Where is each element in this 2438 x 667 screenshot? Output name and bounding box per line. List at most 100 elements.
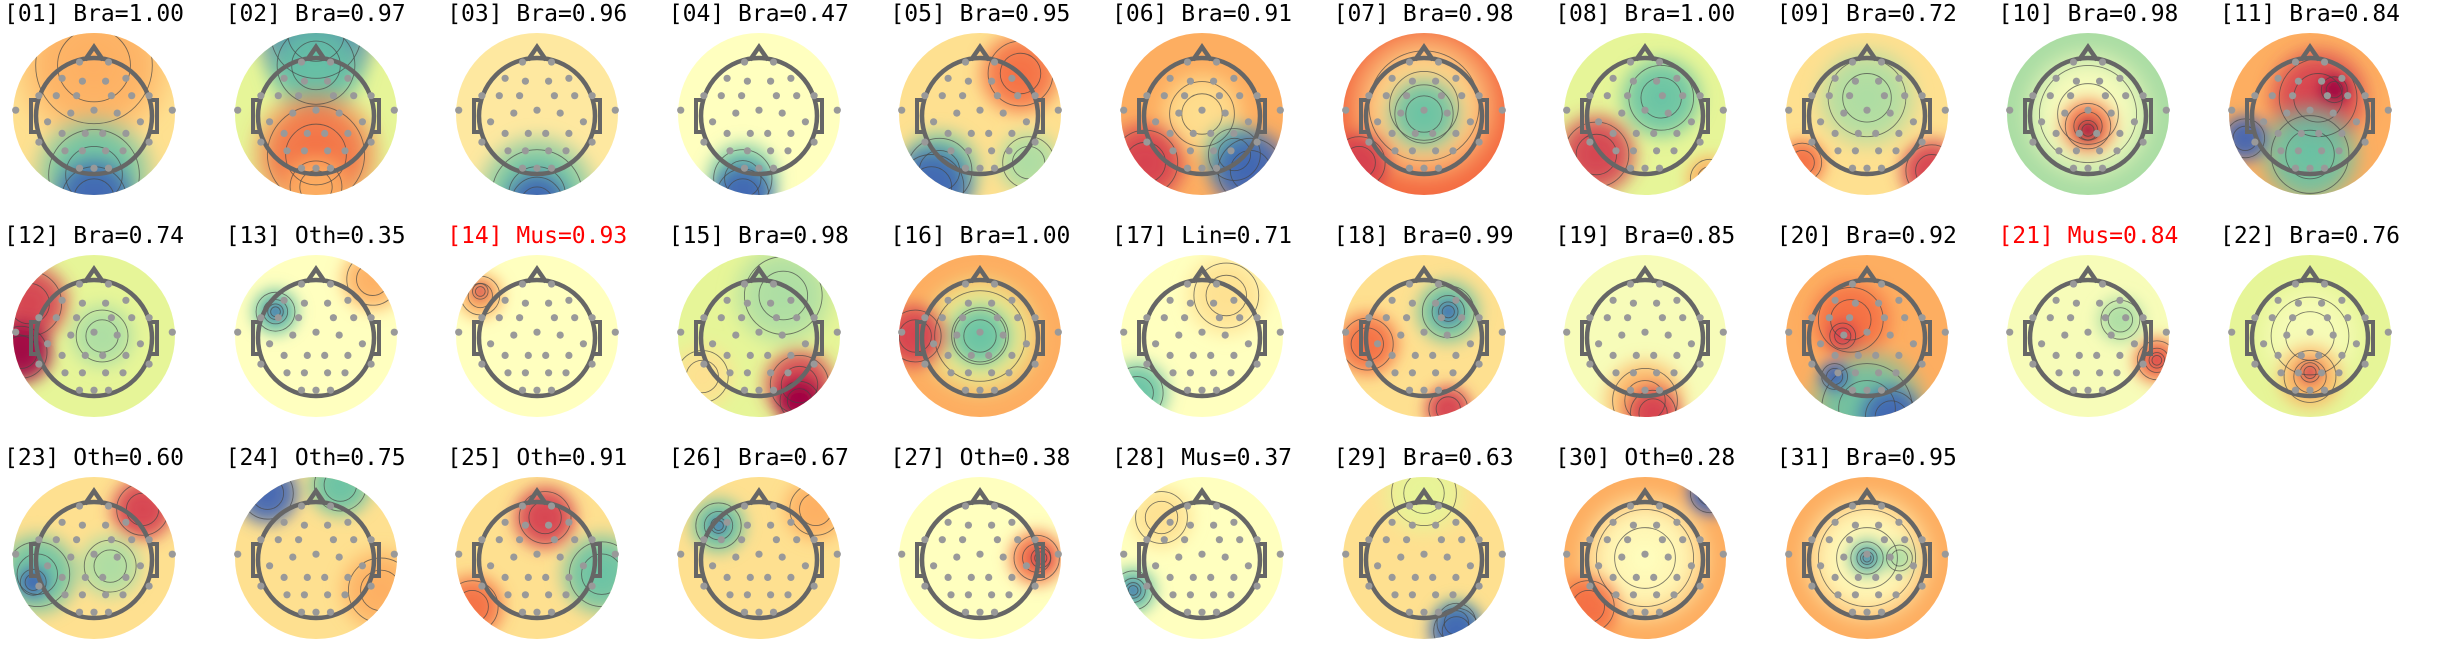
- electrode-markers: [233, 502, 398, 616]
- topomap-plot: [1120, 33, 1284, 195]
- head-outline-icon: [29, 265, 159, 399]
- electrode-markers: [676, 502, 841, 616]
- head-outline-icon: [915, 43, 1046, 177]
- head-outline-icon: [29, 487, 159, 621]
- head-outline-icon: [2245, 265, 2375, 399]
- component-topomap: [09] Bra=0.72: [1775, 0, 1999, 222]
- topomap-plot: [12, 255, 176, 417]
- component-label: [23] Oth=0.60: [4, 445, 185, 471]
- component-topomap: [10] Bra=0.98: [1996, 0, 2220, 222]
- component-label: [29] Bra=0.63: [1333, 445, 1514, 471]
- component-label: [22] Bra=0.76: [2220, 223, 2401, 249]
- head-outline-icon: [1801, 265, 1932, 399]
- electrode-markers: [2228, 280, 2392, 394]
- topomap-plot: [1341, 255, 1506, 417]
- topomap-plot: [1120, 477, 1284, 639]
- topomap-plot: [2228, 33, 2392, 195]
- component-label: [17] Lin=0.71: [1112, 223, 1293, 249]
- component-topomap: [31] Bra=0.95: [1775, 444, 1999, 666]
- topomap-plot: [1784, 255, 1949, 417]
- scalp-map: [1785, 477, 1948, 639]
- electrode-markers: [1563, 280, 1728, 394]
- scalp-map: [2007, 33, 2170, 195]
- component-topomap: [23] Oth=0.60: [2, 444, 226, 666]
- component-topomap: [14] Mus=0.93: [445, 222, 669, 444]
- component-label: [25] Oth=0.91: [447, 445, 628, 471]
- electrode-markers: [233, 280, 398, 394]
- topomap-plot: [12, 33, 176, 195]
- topomap-plot: [2228, 255, 2392, 417]
- head-outline-icon: [1580, 43, 1711, 177]
- component-label: [04] Bra=0.47: [668, 1, 849, 27]
- head-outline-icon: [915, 265, 1046, 399]
- component-label: [03] Bra=0.96: [447, 1, 628, 27]
- electrode-markers: [12, 502, 176, 616]
- component-label: [27] Oth=0.38: [890, 445, 1071, 471]
- component-topomap: [05] Bra=0.95: [888, 0, 1112, 222]
- component-label: [21] Mus=0.84: [1998, 223, 2179, 249]
- topomap-plot: [2006, 255, 2171, 417]
- component-topomap: [15] Bra=0.98: [667, 222, 891, 444]
- electrode-markers: [1563, 58, 1728, 172]
- topomap-plot: [1784, 477, 1949, 639]
- head-outline-icon: [693, 265, 824, 399]
- topomap-plot: [1341, 477, 1506, 639]
- electrode-markers: [898, 58, 1063, 172]
- electrode-markers: [1784, 280, 1949, 394]
- head-outline-icon: [472, 487, 603, 621]
- topomap-plot: [1563, 33, 1728, 195]
- head-outline-icon: [693, 487, 824, 621]
- topomap-plot: [455, 33, 620, 195]
- head-outline-icon: [2245, 43, 2375, 177]
- topomap-plot: [233, 255, 398, 417]
- electrode-markers: [1120, 280, 1284, 394]
- topomap-plot: [1563, 477, 1728, 639]
- component-topomap: [12] Bra=0.74: [2, 222, 226, 444]
- component-topomap: [08] Bra=1.00: [1553, 0, 1777, 222]
- component-label: [02] Bra=0.97: [225, 1, 406, 27]
- component-topomap: [13] Oth=0.35: [224, 222, 448, 444]
- component-label: [12] Bra=0.74: [4, 223, 185, 249]
- component-label: [26] Bra=0.67: [668, 445, 849, 471]
- component-topomap: [18] Bra=0.99: [1332, 222, 1556, 444]
- component-label: [19] Bra=0.85: [1555, 223, 1736, 249]
- component-topomap: [22] Bra=0.76: [2218, 222, 2438, 444]
- component-label: [30] Oth=0.28: [1555, 445, 1736, 471]
- component-topomap: [20] Bra=0.92: [1775, 222, 1999, 444]
- component-label: [18] Bra=0.99: [1333, 223, 1514, 249]
- component-topomap: [01] Bra=1.00: [2, 0, 226, 222]
- component-label: [10] Bra=0.98: [1998, 1, 2179, 27]
- topomap-plot: [898, 255, 1063, 417]
- topomap-plot: [455, 477, 620, 639]
- head-outline-icon: [1580, 487, 1711, 621]
- topomap-plot: [1341, 33, 1506, 195]
- component-label: [16] Bra=1.00: [890, 223, 1071, 249]
- component-topomap: [21] Mus=0.84: [1996, 222, 2220, 444]
- electrode-markers: [2006, 280, 2171, 394]
- topomap-plot: [1784, 33, 1949, 195]
- component-topomap: [26] Bra=0.67: [667, 444, 891, 666]
- topomap-plot: [1120, 255, 1284, 417]
- topomap-plot: [2006, 33, 2171, 195]
- head-outline-icon: [250, 265, 381, 399]
- component-label: [01] Bra=1.00: [4, 1, 185, 27]
- component-label: [15] Bra=0.98: [668, 223, 849, 249]
- component-label: [11] Bra=0.84: [2220, 1, 2401, 27]
- electrode-markers: [676, 58, 841, 172]
- head-outline-icon: [1137, 265, 1267, 399]
- component-label: [24] Oth=0.75: [225, 445, 406, 471]
- topomap-plot: [233, 33, 398, 195]
- topomap-plot: [1563, 255, 1728, 417]
- component-label: [08] Bra=1.00: [1555, 1, 1736, 27]
- component-topomap: [19] Bra=0.85: [1553, 222, 1777, 444]
- topomap-plot: [233, 477, 398, 639]
- electrode-markers: [1341, 502, 1506, 616]
- head-outline-icon: [472, 265, 603, 399]
- component-label: [20] Bra=0.92: [1776, 223, 1957, 249]
- head-outline-icon: [250, 487, 381, 621]
- head-outline-icon: [1801, 487, 1932, 621]
- component-label: [14] Mus=0.93: [447, 223, 628, 249]
- component-topomap: [29] Bra=0.63: [1332, 444, 1556, 666]
- head-outline-icon: [1137, 43, 1267, 177]
